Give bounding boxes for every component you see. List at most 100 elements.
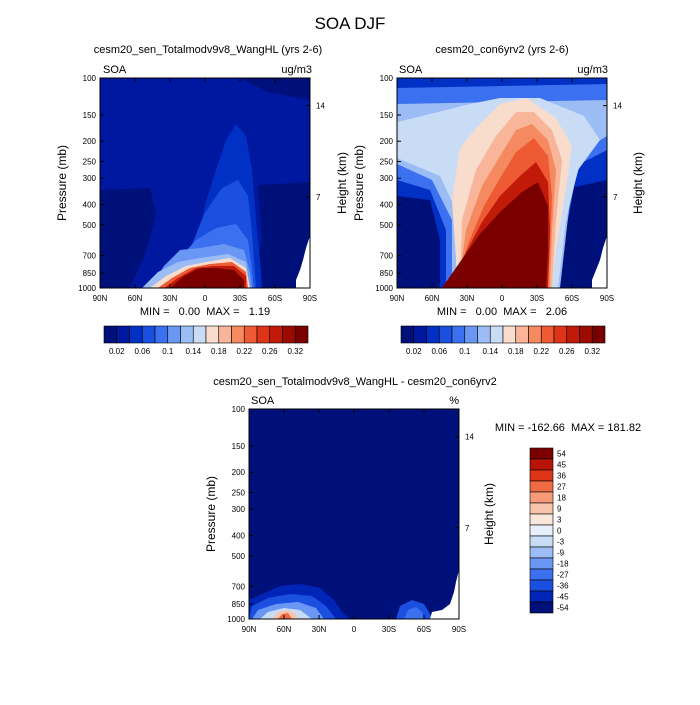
colorbar-label: 0.22 [533, 347, 549, 356]
colorbar-swatch [529, 491, 554, 504]
colorbar-swatch [477, 325, 491, 344]
panel-3-stats: MIN = -162.66 MAX = 181.82 [495, 422, 641, 434]
x-tick-label: 30N [460, 294, 475, 303]
panel-3-units: % [449, 395, 459, 407]
panel-2-field-missing [592, 236, 607, 288]
colorbar-label: 0.06 [431, 347, 447, 356]
colorbar-label: 0.02 [109, 347, 125, 356]
y-tick-label: 400 [232, 531, 246, 540]
colorbar-swatch [489, 325, 504, 344]
panel-1-stats: MIN = 0.00 MAX = 1.19 [140, 306, 270, 318]
y2-tick-label: 7 [316, 193, 321, 202]
x-tick-label: 30N [312, 625, 327, 634]
colorbar-label: -18 [557, 560, 569, 569]
colorbar-swatch [529, 546, 554, 559]
panel-1-field-missing [296, 236, 310, 288]
panel-2: cesm20_con6yrv2 (yrs 2-6) SOA ug/m3 90N 6… [352, 44, 645, 356]
y-tick-label: 300 [232, 505, 246, 514]
panel-2-x-ticks: 90N 60N 30N 0 30S 60S 90S [390, 78, 614, 303]
colorbar-swatch [243, 325, 258, 344]
x-tick-label: 60S [565, 294, 579, 303]
y-tick-label: 200 [380, 137, 394, 146]
colorbar-swatch [116, 325, 130, 344]
panel-3-field-anomaly-6 [278, 613, 292, 619]
x-tick-label: 30S [233, 294, 247, 303]
panel-1-y2label: Height (km) [335, 152, 349, 214]
panel-1-x-ticks: 90N 60N 30N 0 30S 60S 90S [93, 78, 317, 303]
panel-1-field-upper-dark [100, 78, 310, 100]
y-tick-label: 700 [232, 582, 246, 591]
panel-2-y2-ticks: 14 7 [603, 102, 622, 202]
colorbar-label: 0.22 [236, 347, 252, 356]
panel-3-field-anomaly-8 [404, 607, 424, 619]
panel-3-field-background [249, 409, 459, 619]
y-tick-label: 200 [232, 468, 246, 477]
colorbar-swatch [282, 325, 296, 344]
colorbar-swatch [540, 325, 555, 344]
panel-1-colorbar: 0.02 0.06 0.1 0.14 0.18 0.22 0.26 0.32 [103, 325, 309, 356]
x-tick-label: 90N [93, 294, 108, 303]
panel-3-ylabel: Pressure (mb) [204, 476, 218, 552]
y-tick-label: 1000 [78, 284, 96, 293]
colorbar-label: 0 [557, 527, 562, 536]
colorbar-swatch [180, 325, 194, 344]
colorbar-label: 0.26 [559, 347, 575, 356]
colorbar-swatch [451, 325, 466, 344]
colorbar-swatch [256, 325, 271, 344]
x-tick-label: 60S [417, 625, 431, 634]
y-tick-label: 1000 [375, 284, 393, 293]
y-tick-label: 300 [83, 174, 97, 183]
colorbar-swatch [167, 325, 181, 344]
colorbar-label: 27 [557, 483, 566, 492]
colorbar-swatch [529, 513, 554, 526]
colorbar-swatch [205, 325, 220, 344]
panel-3-title: cesm20_sen_Totalmodv9v8_WangHL - cesm20_… [213, 376, 497, 388]
y-tick-label: 100 [232, 405, 246, 414]
y-tick-label: 500 [232, 552, 246, 561]
colorbar-label: 0.18 [508, 347, 524, 356]
x-tick-label: 90S [303, 294, 317, 303]
x-tick-label: 30S [530, 294, 544, 303]
colorbar-swatch [529, 480, 554, 493]
x-tick-label: 90S [600, 294, 614, 303]
panel-2-stats: MIN = 0.00 MAX = 2.06 [437, 306, 567, 318]
y-tick-label: 300 [380, 174, 394, 183]
y-tick-label: 400 [380, 200, 394, 209]
panel-1-field-plume-9 [170, 268, 244, 288]
panel-2-field-contour-10 [442, 182, 548, 288]
y-tick-label: 150 [232, 442, 246, 451]
panel-1-left-label: SOA [103, 64, 127, 76]
colorbar-label: 0.32 [584, 347, 600, 356]
panel-1: cesm20_sen_Totalmodv9v8_WangHL (yrs 2-6)… [55, 44, 349, 356]
colorbar-label: 45 [557, 461, 566, 470]
panel-2-units: ug/m3 [577, 64, 608, 76]
y2-tick-label: 14 [613, 102, 622, 111]
panel-3-plot-area [249, 409, 459, 619]
panel-3-y2label: Height (km) [482, 483, 496, 545]
panel-2-y2label: Height (km) [631, 152, 645, 214]
colorbar-swatch [269, 325, 283, 344]
colorbar-label: 54 [557, 450, 566, 459]
colorbar-swatch [566, 325, 580, 344]
panel-3-left-label: SOA [251, 395, 275, 407]
colorbar-swatch [294, 325, 309, 344]
y-tick-label: 700 [83, 251, 97, 260]
y-tick-label: 500 [83, 221, 97, 230]
colorbar-swatch [502, 325, 517, 344]
colorbar-label: -3 [557, 538, 565, 547]
y2-tick-label: 14 [465, 433, 474, 442]
y-tick-label: 100 [380, 74, 394, 83]
x-tick-label: 0 [203, 294, 208, 303]
colorbar-label: 0.14 [185, 347, 201, 356]
colorbar-swatch [529, 502, 554, 515]
colorbar-label: 0.1 [459, 347, 471, 356]
colorbar-swatch [579, 325, 593, 344]
panel-1-title: cesm20_sen_Totalmodv9v8_WangHL (yrs 2-6) [94, 44, 322, 56]
colorbar-label: 3 [557, 516, 562, 525]
colorbar-label: 18 [557, 494, 566, 503]
x-tick-label: 30S [382, 625, 396, 634]
colorbar-swatch [529, 458, 554, 471]
x-tick-label: 0 [352, 625, 357, 634]
y-tick-label: 250 [380, 158, 394, 167]
colorbar-swatch [464, 325, 478, 344]
